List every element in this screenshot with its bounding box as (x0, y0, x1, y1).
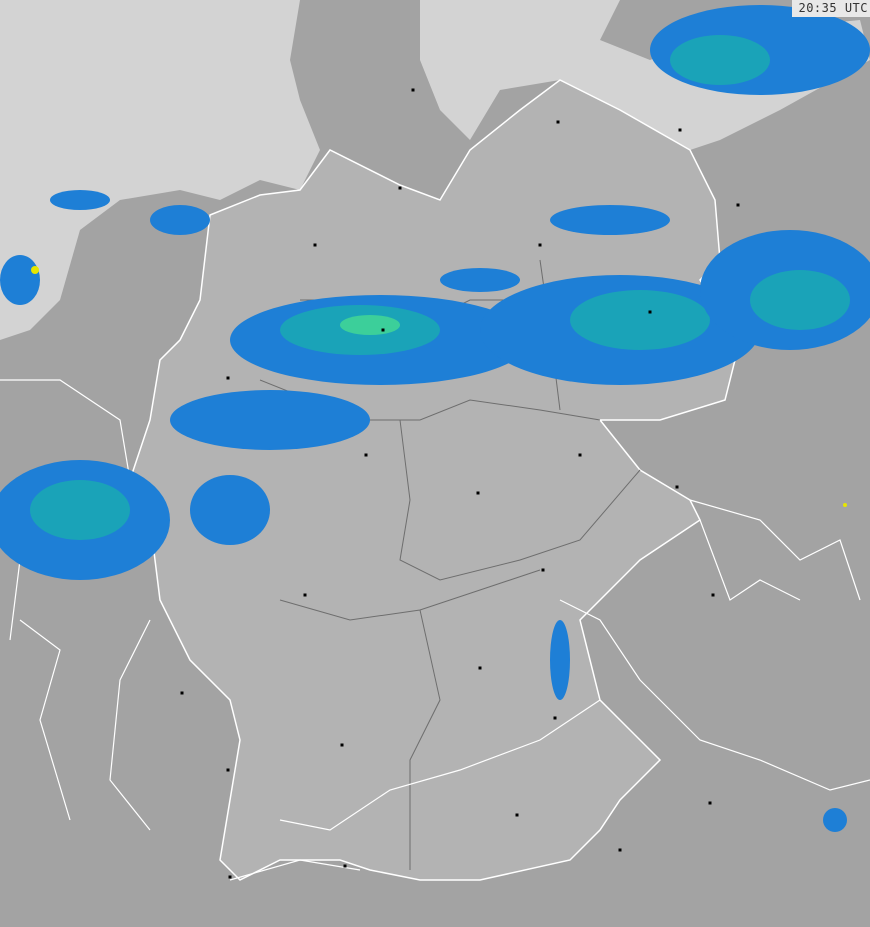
city-dot (538, 243, 542, 247)
city-dot (313, 243, 317, 247)
city-dot (708, 801, 712, 805)
city-dot (303, 593, 307, 597)
north-sea (0, 0, 320, 340)
city-dot (226, 376, 230, 380)
city-dot (541, 568, 545, 572)
city-dot (340, 743, 344, 747)
city-dot (618, 848, 622, 852)
city-dot (553, 716, 557, 720)
city-dot (578, 453, 582, 457)
city-dot (411, 88, 415, 92)
timestamp-label: 20:35 UTC (792, 0, 870, 17)
city-dot (678, 128, 682, 132)
city-dot (515, 813, 519, 817)
city-dot (228, 875, 232, 879)
city-markers (180, 88, 740, 879)
city-dot (736, 203, 740, 207)
city-dot (648, 310, 652, 314)
city-dot (675, 485, 679, 489)
radar-precipitation (0, 5, 870, 832)
city-dot (711, 593, 715, 597)
city-dot (381, 328, 385, 332)
city-dot (226, 768, 230, 772)
city-dot (364, 453, 368, 457)
city-dot (343, 864, 347, 868)
city-dot (180, 691, 184, 695)
city-dot (398, 186, 402, 190)
city-dot (556, 120, 560, 124)
city-dot (476, 491, 480, 495)
city-dot (478, 666, 482, 670)
